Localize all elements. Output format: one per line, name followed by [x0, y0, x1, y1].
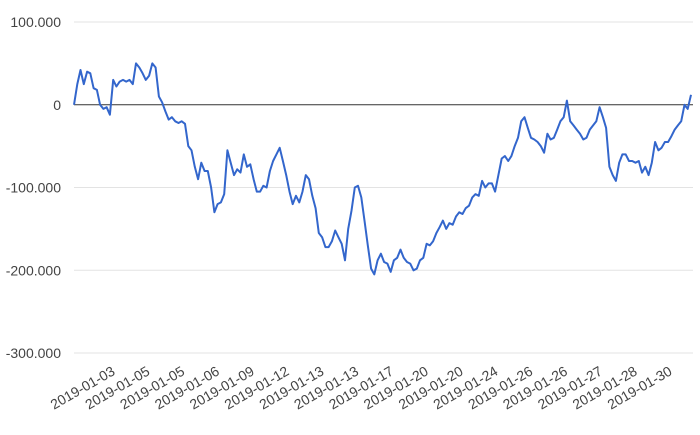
y-tick-label: 100.000 [10, 14, 61, 30]
series-layer [73, 62, 692, 276]
y-tick-label: -300.000 [6, 345, 61, 361]
y-axis-ticks: 100.000 0 -100.000 -200.000 -300.000 [6, 14, 61, 361]
series-line [73, 62, 692, 276]
y-tick-label: -200.000 [6, 262, 61, 278]
y-tick-label: -100.000 [6, 180, 61, 196]
y-tick-label: 0 [53, 97, 61, 113]
x-axis-ticks: 2019-01-032019-01-052019-01-052019-01-06… [47, 363, 674, 413]
grid-layer [74, 21, 693, 354]
